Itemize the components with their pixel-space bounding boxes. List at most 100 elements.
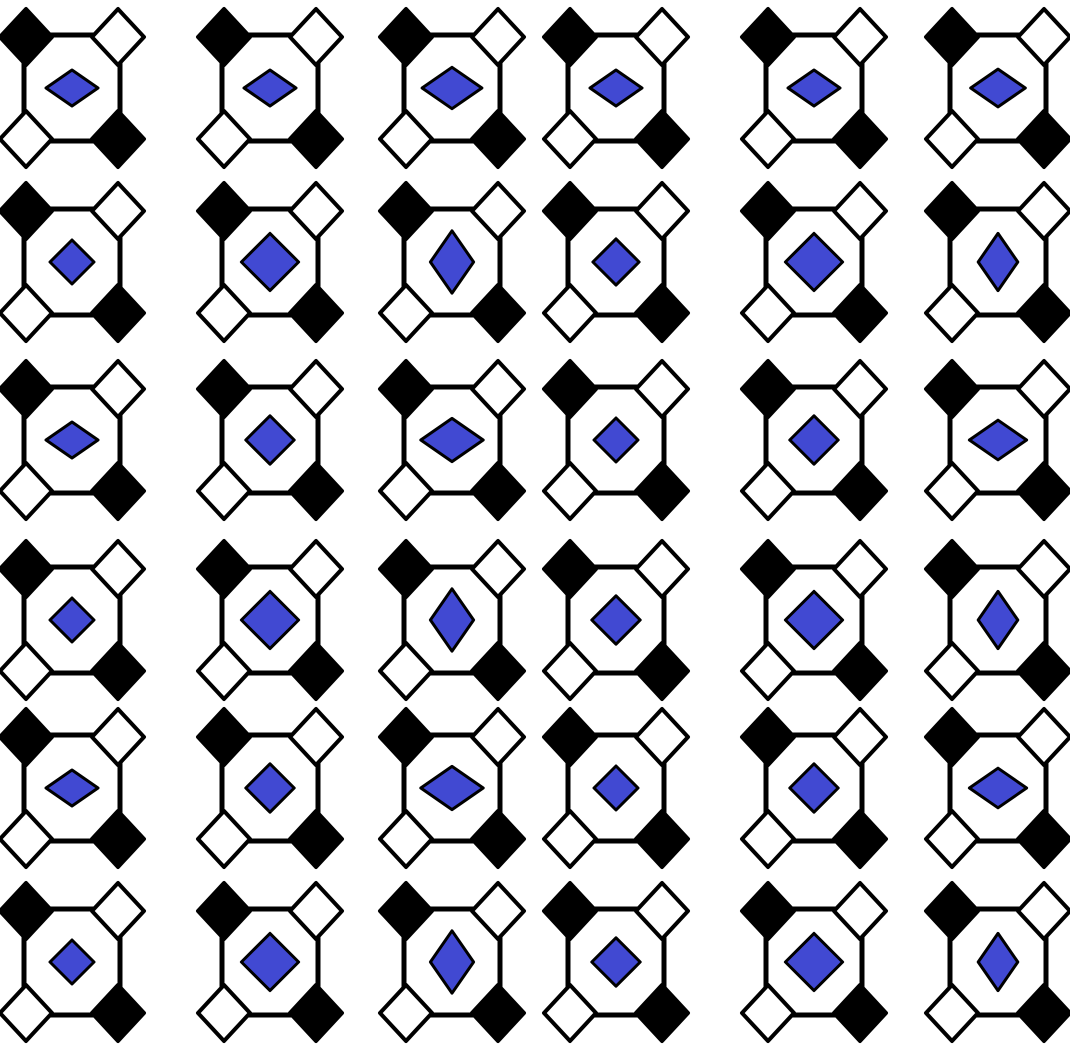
frame-octagon: [565, 732, 667, 844]
corner-diamond-top-left: [542, 881, 598, 941]
tile-r1-c2: [196, 7, 344, 169]
corner-diamond-top-right: [90, 359, 146, 419]
corner-diamond-bottom-right: [832, 461, 888, 521]
corner-diamond-top-left: [924, 539, 980, 599]
frame-octagon: [219, 384, 321, 496]
corner-diamond-top-left: [196, 7, 252, 67]
center-diamond: [242, 68, 298, 108]
corner-diamond-bottom-right: [832, 809, 888, 869]
corner-diamond-bottom-right: [90, 809, 146, 869]
corner-diamond-top-left: [378, 359, 434, 419]
corner-diamond-top-right: [1016, 181, 1070, 241]
corner-diamond-bottom-right: [470, 983, 526, 1043]
tile-r1-c5: [740, 7, 888, 169]
frame-octagon: [565, 32, 667, 144]
corner-diamond-top-right: [832, 181, 888, 241]
tile-r6-c3: [378, 881, 526, 1043]
corner-diamond-top-right: [470, 881, 526, 941]
frame-octagon: [947, 384, 1049, 496]
center-diamond: [592, 764, 640, 812]
corner-diamond-bottom-left: [196, 109, 252, 169]
corner-diamond-top-left: [740, 881, 796, 941]
center-diamond: [428, 929, 476, 995]
tile-r6-c4: [542, 881, 690, 1043]
center-diamond: [48, 238, 96, 286]
corner-diamond-top-right: [634, 181, 690, 241]
center-diamond: [967, 418, 1029, 462]
corner-diamond-top-left: [196, 539, 252, 599]
frame-octagon: [763, 564, 865, 676]
corner-diamond-bottom-right: [1016, 283, 1070, 343]
corner-diamond-top-right: [634, 359, 690, 419]
tile-grid: [0, 7, 1070, 1043]
corner-diamond-top-left: [924, 881, 980, 941]
corner-diamond-top-left: [542, 181, 598, 241]
corner-diamond-top-right: [470, 359, 526, 419]
corner-diamond-bottom-left: [542, 983, 598, 1043]
corner-diamond-top-right: [288, 359, 344, 419]
tile-r5-c3: [378, 707, 526, 869]
corner-diamond-bottom-right: [832, 641, 888, 701]
frame-octagon: [947, 32, 1049, 144]
corner-diamond-bottom-left: [924, 461, 980, 521]
corner-diamond-bottom-left: [924, 109, 980, 169]
frame-octagon: [401, 32, 503, 144]
corner-diamond-bottom-left: [740, 983, 796, 1043]
corner-diamond-bottom-right: [634, 809, 690, 869]
corner-diamond-bottom-right: [288, 109, 344, 169]
frame-octagon: [565, 206, 667, 318]
center-diamond: [428, 229, 476, 295]
corner-diamond-top-left: [924, 181, 980, 241]
tile-r2-c3: [378, 181, 526, 343]
corner-diamond-top-right: [832, 881, 888, 941]
corner-diamond-top-left: [924, 7, 980, 67]
corner-diamond-top-right: [634, 7, 690, 67]
corner-diamond-bottom-left: [542, 641, 598, 701]
center-diamond: [420, 65, 484, 111]
tile-r4-c2: [196, 539, 344, 701]
frame-octagon: [763, 384, 865, 496]
frame-octagon: [763, 906, 865, 1018]
corner-diamond-top-left: [542, 359, 598, 419]
corner-diamond-bottom-left: [378, 641, 434, 701]
center-diamond: [48, 938, 96, 986]
corner-diamond-bottom-right: [1016, 109, 1070, 169]
tile-r3-c5: [740, 359, 888, 521]
corner-diamond-bottom-left: [0, 641, 54, 701]
corner-diamond-top-right: [470, 707, 526, 767]
corner-diamond-top-right: [1016, 881, 1070, 941]
corner-diamond-bottom-left: [924, 283, 980, 343]
tile-r4-c6: [924, 539, 1070, 701]
corner-diamond-bottom-right: [832, 983, 888, 1043]
corner-diamond-bottom-right: [288, 983, 344, 1043]
center-diamond: [783, 931, 845, 993]
corner-diamond-bottom-right: [634, 641, 690, 701]
center-diamond: [788, 414, 840, 466]
corner-diamond-bottom-left: [378, 109, 434, 169]
corner-diamond-top-left: [542, 539, 598, 599]
corner-diamond-bottom-left: [196, 983, 252, 1043]
corner-diamond-top-left: [740, 181, 796, 241]
center-diamond: [588, 68, 644, 108]
center-diamond: [244, 762, 296, 814]
tile-r3-c2: [196, 359, 344, 521]
corner-diamond-bottom-left: [740, 809, 796, 869]
corner-diamond-top-right: [470, 7, 526, 67]
corner-diamond-bottom-left: [542, 283, 598, 343]
corner-diamond-top-right: [90, 881, 146, 941]
center-diamond: [976, 589, 1020, 651]
corner-diamond-top-left: [740, 7, 796, 67]
corner-diamond-bottom-right: [288, 461, 344, 521]
frame-octagon: [401, 384, 503, 496]
frame-octagon: [947, 206, 1049, 318]
corner-diamond-top-right: [470, 539, 526, 599]
frame-octagon: [763, 206, 865, 318]
tile-r3-c6: [924, 359, 1070, 521]
center-diamond: [591, 237, 641, 287]
corner-diamond-bottom-right: [288, 809, 344, 869]
corner-diamond-top-left: [196, 881, 252, 941]
corner-diamond-bottom-right: [90, 109, 146, 169]
corner-diamond-bottom-left: [196, 641, 252, 701]
corner-diamond-top-left: [0, 181, 54, 241]
corner-diamond-top-left: [0, 359, 54, 419]
